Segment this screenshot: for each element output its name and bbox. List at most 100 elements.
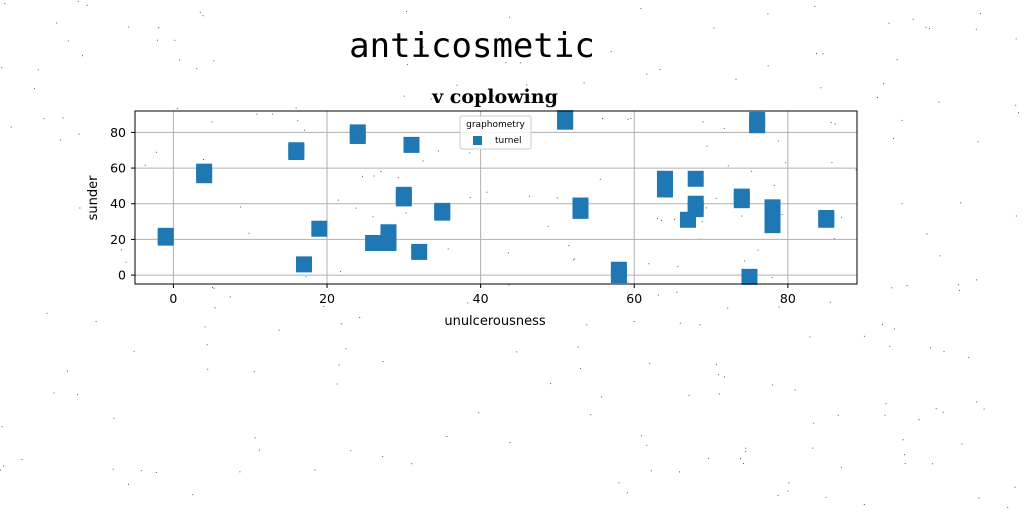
speckle-dot (176, 108, 178, 110)
speckle-dot (43, 118, 45, 120)
speckle-dot (723, 128, 725, 130)
speckle-dot (942, 411, 944, 413)
speckle-dot (486, 191, 488, 193)
speckle-dot (889, 345, 891, 347)
speckle-dot (896, 59, 898, 61)
legend-title: graphometry (466, 120, 525, 130)
speckle-dot (601, 396, 603, 398)
data-point (295, 256, 312, 273)
plot-frame (134, 110, 858, 285)
data-points (157, 110, 835, 285)
speckle-dot (86, 4, 88, 6)
data-point (380, 224, 397, 241)
speckle-dot (976, 279, 978, 281)
speckle-dot (883, 83, 884, 85)
speckle-dot (362, 175, 363, 177)
speckle-dot (912, 18, 914, 20)
speckle-dot (547, 225, 549, 227)
speckle-dot (155, 151, 157, 153)
speckle-dot (958, 289, 960, 291)
x-tick-label: 20 (319, 291, 335, 306)
speckle-dot (901, 203, 903, 205)
speckle-dot (403, 95, 405, 97)
speckle-dot (355, 207, 357, 209)
speckle-dot (781, 214, 783, 215)
speckle-dot (660, 219, 662, 221)
speckle-dot (382, 456, 384, 458)
speckle-dot (1, 426, 3, 428)
speckle-dot (975, 28, 977, 30)
speckle-dot (213, 60, 215, 62)
speckle-dot (112, 468, 114, 470)
speckle-dot (229, 296, 231, 298)
y-tick-label: 60 (110, 161, 126, 176)
speckle-dot (248, 232, 250, 234)
y-tick-label: 40 (110, 196, 126, 211)
speckle-dot (813, 422, 815, 424)
speckle-dot (53, 392, 55, 394)
speckle-dot (630, 118, 632, 119)
speckle-dot (509, 442, 511, 443)
speckle-dot (272, 113, 274, 115)
speckle-dot (825, 496, 827, 498)
legend: graphometry turnel (459, 115, 532, 150)
speckle-dot (688, 394, 690, 396)
speckle-dot (602, 118, 603, 119)
data-point (610, 261, 627, 278)
speckle-dot (706, 145, 708, 147)
speckle-dot (830, 122, 832, 124)
speckle-dot (884, 414, 886, 416)
speckle-dot (295, 107, 297, 109)
speckle-dot (626, 492, 628, 494)
speckle-dot (831, 162, 833, 164)
speckle-dot (744, 260, 746, 262)
speckle-dot (406, 11, 407, 12)
speckle-dot (822, 53, 824, 55)
speckle-dot (650, 470, 652, 472)
data-point (311, 220, 328, 237)
speckle-dot (837, 414, 839, 416)
chart-title: v coplowing (431, 86, 558, 108)
speckle-dot (174, 39, 176, 41)
data-point (764, 199, 781, 216)
speckle-dot (777, 140, 779, 142)
speckle-dot (456, 84, 458, 86)
speckle-dot (323, 306, 325, 308)
speckle-dot (303, 129, 305, 131)
speckle-dot (373, 175, 375, 177)
data-point (395, 186, 412, 203)
speckle-dot (778, 306, 780, 308)
speckle-dot (447, 248, 449, 250)
speckle-dot (829, 301, 831, 303)
speckle-dot (212, 286, 213, 288)
speckle-dot (788, 482, 790, 484)
x-tick-label: 80 (780, 291, 796, 306)
data-point (741, 268, 758, 285)
speckle-dot (841, 216, 843, 218)
speckle-dot (957, 284, 959, 286)
speckle-dot (56, 22, 58, 24)
speckle-dot (586, 324, 588, 326)
speckle-dot (406, 64, 408, 66)
y-tick-label: 80 (110, 125, 126, 140)
speckle-dot (507, 252, 509, 254)
speckle-dot (640, 8, 642, 10)
speckle-dot (718, 393, 720, 395)
speckle-dot (980, 12, 981, 14)
speckle-dot (877, 97, 878, 98)
x-tick-label: 60 (626, 291, 642, 306)
speckle-dot (556, 197, 558, 199)
speckle-dot (717, 374, 719, 376)
speckle-dot (338, 364, 340, 366)
speckle-dot (767, 13, 769, 15)
speckle-dot (573, 259, 574, 261)
speckle-dot (943, 351, 945, 353)
speckle-dot (816, 53, 817, 55)
data-point (196, 163, 213, 180)
speckle-dot (705, 207, 707, 209)
speckle-dot (1015, 104, 1017, 106)
speckle-dot (716, 364, 718, 366)
speckle-dot (155, 472, 157, 473)
speckle-dot (411, 463, 413, 465)
speckle-dot (128, 26, 130, 28)
